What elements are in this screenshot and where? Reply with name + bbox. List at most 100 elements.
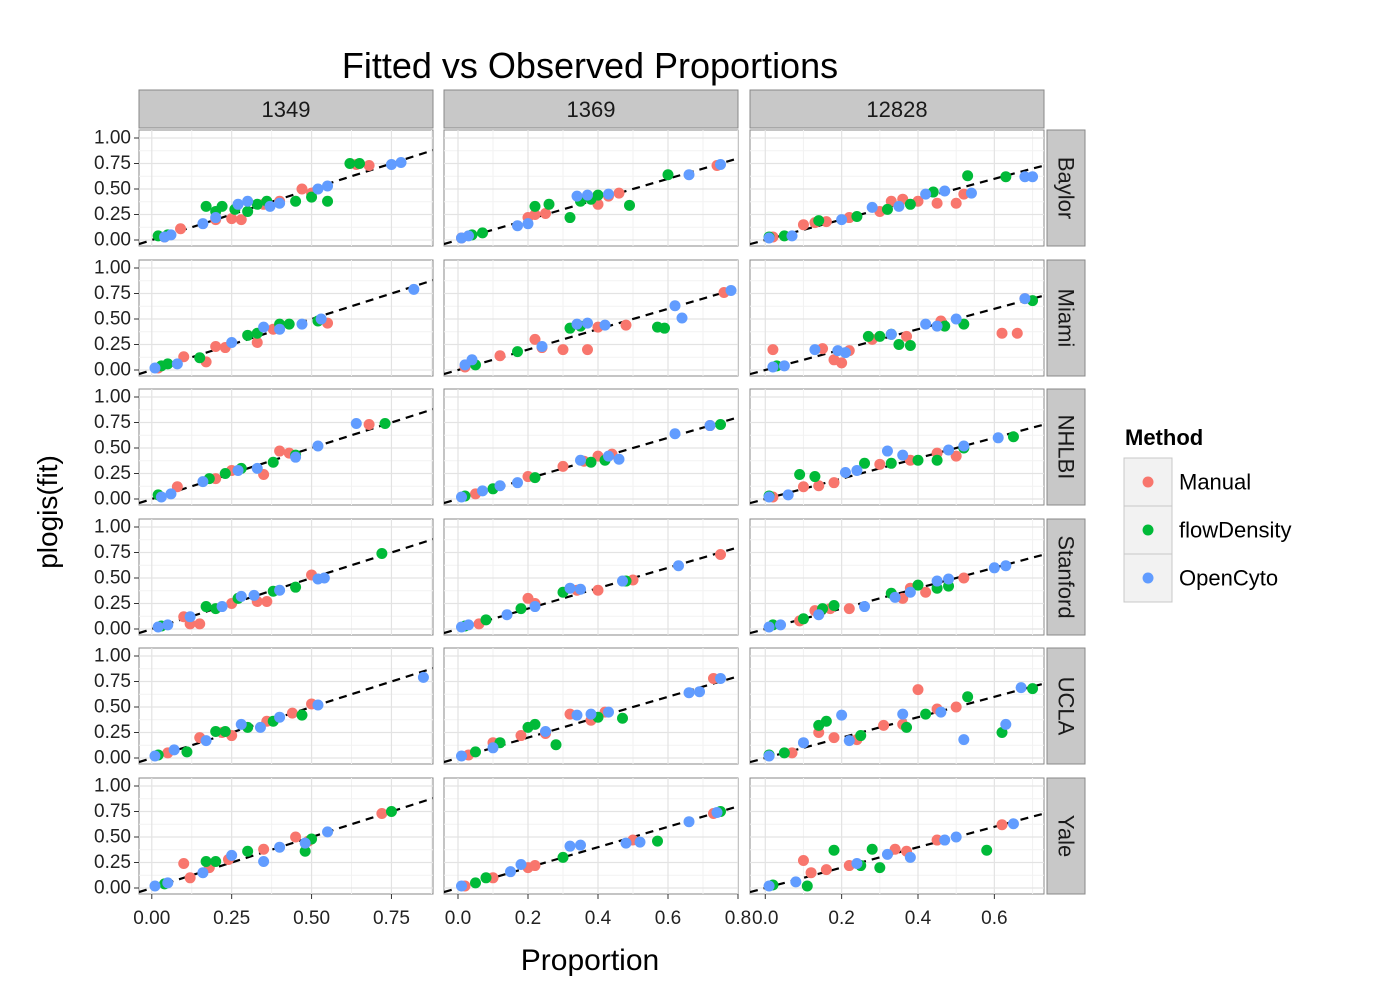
facet-panel [138,777,434,895]
column-strip [138,89,434,129]
data-point [162,877,174,889]
data-point [859,457,871,469]
data-point [851,858,863,870]
data-point [683,816,695,828]
data-point [557,460,569,472]
data-point [242,195,254,207]
data-point [242,205,254,217]
data-point [939,185,951,197]
data-point [571,709,583,721]
data-point [155,491,167,503]
data-point [797,613,809,625]
data-point [836,357,848,369]
data-point [226,213,238,225]
data-point [809,471,821,483]
legend: Method Manual flowDensity OpenCyto [1123,425,1291,603]
data-point [354,158,365,169]
data-point [912,684,924,696]
data-point [763,232,775,244]
data-point [763,491,775,503]
data-point [901,721,913,733]
x-tick-label: 0.2 [515,908,541,929]
data-point [582,344,593,356]
data-point [344,158,356,169]
data-point [920,586,932,598]
y-tick-label: 0.75 [94,283,131,304]
data-point [296,318,308,330]
legend-label: flowDensity [1179,518,1291,543]
data-point [210,725,222,737]
data-point [463,619,474,631]
data-point [763,621,775,633]
data-point [200,735,212,747]
data-point [820,715,832,727]
data-point [904,198,916,210]
data-point [715,419,726,431]
data-point [763,750,775,762]
data-point [210,212,222,224]
panel-background [138,388,434,506]
data-point [456,750,467,762]
panel-background [749,388,1045,506]
data-point [603,188,614,200]
row-strip-label: Miami [1054,289,1079,348]
data-point [939,834,951,846]
facet-panel [138,388,434,506]
data-point [274,323,286,335]
legend-label: Manual [1179,470,1251,495]
data-point [920,318,932,330]
data-point [862,330,874,342]
data-point [859,601,871,613]
y-tick-label: 0.25 [94,852,131,873]
data-point [242,329,254,341]
data-point [165,488,177,500]
data-point [813,480,825,492]
data-point [782,489,794,501]
data-point [165,229,177,241]
data-point [178,351,190,363]
data-point [463,230,474,242]
data-point [996,327,1008,339]
data-point [564,840,576,852]
data-point [505,866,516,878]
data-point [529,333,541,345]
data-point [274,841,286,853]
data-point [149,362,161,374]
reference-line [750,164,1044,246]
data-point [274,711,286,723]
data-point [254,721,266,733]
x-tick-label: 0.2 [828,908,854,929]
facet-panel [443,259,739,377]
data-point [248,589,260,601]
y-tick-label: 0.50 [94,568,131,589]
facet-panel [749,777,1045,895]
data-point [162,358,174,370]
data-point [379,418,391,430]
data-point [939,320,951,332]
data-point [274,445,286,457]
data-point [274,197,286,209]
data-point [851,464,863,476]
data-point [216,200,228,212]
data-point [181,746,193,758]
facet-panel [138,518,434,636]
data-point [889,591,901,603]
y-tick-label: 0.00 [94,748,131,769]
panel-background [138,129,434,247]
data-point [958,440,970,452]
data-point [704,420,716,432]
y-tick-label: 0.75 [94,801,131,822]
row-strip [1046,388,1086,506]
data-point [592,584,604,596]
data-point [767,361,779,373]
data-point [184,872,196,884]
data-point [296,709,308,721]
row-strip [1046,129,1086,247]
data-point [851,211,863,223]
y-tick-label: 1.00 [94,258,131,279]
data-point [480,872,492,884]
data-point [996,727,1008,738]
data-point [912,579,924,591]
x-tick-label: 0.75 [373,908,410,929]
